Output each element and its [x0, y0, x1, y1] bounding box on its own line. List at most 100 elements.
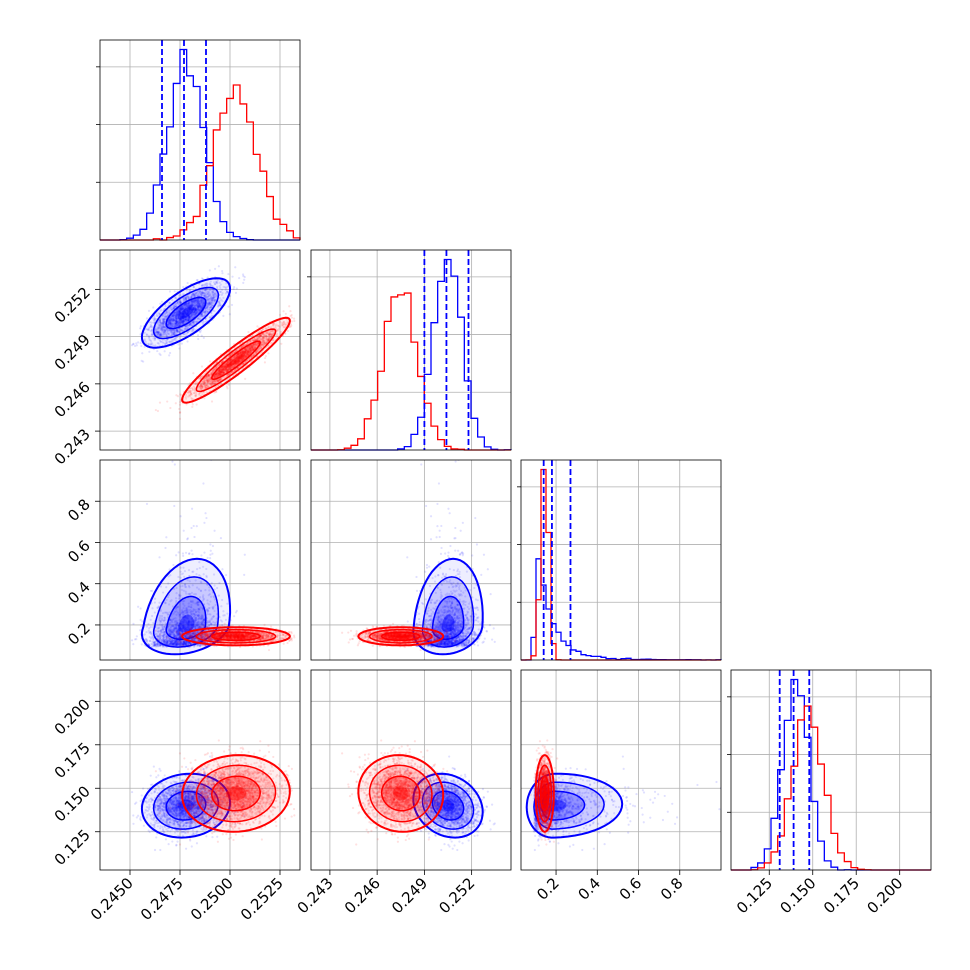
sample-point	[227, 305, 230, 308]
sample-point	[196, 298, 200, 301]
sample-point	[182, 310, 185, 313]
sample-point	[175, 324, 178, 327]
sample-point	[171, 318, 174, 321]
sample-point	[196, 299, 199, 302]
sample-point	[191, 302, 194, 306]
sample-point	[189, 304, 193, 307]
sample-point	[188, 289, 191, 292]
sample-point	[181, 321, 184, 324]
sample-point	[179, 321, 182, 324]
sample-point	[159, 321, 162, 324]
sample-point	[188, 316, 191, 319]
sample-point	[210, 306, 213, 309]
sample-point	[157, 331, 160, 334]
sample-point	[208, 298, 211, 301]
sample-point	[153, 337, 157, 340]
sample-point	[172, 331, 175, 334]
sample-point	[169, 322, 172, 325]
sample-point	[186, 312, 190, 315]
sample-point	[181, 321, 185, 324]
sample-point	[152, 306, 155, 309]
sample-point	[159, 333, 162, 336]
sample-point	[216, 285, 219, 288]
sample-point	[166, 400, 169, 403]
sample-point	[175, 313, 178, 316]
sample-point	[186, 313, 189, 316]
sample-point	[161, 326, 164, 330]
sample-point	[215, 281, 218, 284]
sample-point	[190, 312, 194, 315]
sample-point	[195, 320, 198, 323]
sample-point	[206, 298, 209, 301]
sample-point	[206, 309, 209, 312]
sample-point	[225, 290, 229, 293]
sample-point	[162, 323, 165, 326]
sample-point	[216, 305, 220, 308]
sample-point	[179, 311, 182, 314]
sample-point	[174, 314, 178, 317]
sample-point	[175, 319, 178, 323]
sample-point	[173, 311, 176, 314]
sample-point	[139, 342, 142, 345]
sample-point	[187, 315, 190, 318]
sample-point	[130, 639, 134, 642]
sample-point	[284, 312, 287, 315]
sample-point	[159, 328, 162, 332]
sample-point	[180, 318, 183, 321]
sample-point	[194, 307, 197, 311]
sample-point	[160, 300, 164, 303]
sample-point	[184, 311, 187, 314]
sample-point	[175, 313, 178, 316]
sample-point	[196, 311, 199, 314]
sample-point	[183, 312, 186, 315]
sample-point	[139, 325, 142, 328]
sample-point	[182, 306, 185, 309]
sample-point	[188, 317, 191, 320]
sample-point	[181, 306, 184, 309]
sample-point	[156, 409, 160, 413]
sample-point	[141, 352, 144, 355]
sample-point	[132, 342, 135, 345]
sample-point	[180, 313, 183, 317]
sample-point	[203, 301, 206, 304]
sample-point	[186, 340, 189, 343]
sample-point	[174, 324, 177, 328]
histogram-series-1	[731, 678, 931, 871]
sample-point	[161, 338, 164, 342]
sample-point	[175, 315, 178, 318]
sample-point	[187, 315, 190, 318]
sample-point	[163, 332, 166, 335]
sample-point	[152, 344, 155, 347]
sample-point	[173, 305, 176, 308]
sample-point	[186, 294, 189, 297]
sample-point	[171, 318, 175, 321]
sample-point	[151, 342, 154, 346]
sample-point	[198, 308, 201, 312]
corner-panels: 0.2430.2460.2490.2520.20.40.60.80.1250.1…	[51, 39, 932, 924]
sample-point	[205, 296, 208, 299]
sample-point	[206, 556, 209, 560]
sample-point	[196, 300, 200, 303]
sample-point	[158, 401, 162, 404]
sample-point	[190, 300, 193, 303]
sample-point	[213, 309, 216, 313]
sample-point	[183, 313, 186, 316]
sample-point	[148, 337, 151, 340]
sample-point	[280, 342, 283, 345]
sample-point	[182, 314, 185, 317]
sample-point	[189, 308, 192, 311]
sample-point	[199, 304, 202, 307]
sample-point	[182, 313, 185, 316]
sample-point	[178, 403, 182, 406]
sample-point	[177, 317, 181, 320]
sample-point	[159, 320, 162, 324]
sample-point	[179, 318, 182, 322]
sample-point	[161, 317, 164, 321]
sample-point	[224, 292, 228, 295]
sample-point	[157, 342, 160, 345]
sample-point	[163, 320, 166, 324]
sample-point	[198, 302, 201, 305]
sample-point	[200, 313, 203, 317]
sample-point	[184, 296, 188, 300]
sample-point	[211, 298, 215, 301]
